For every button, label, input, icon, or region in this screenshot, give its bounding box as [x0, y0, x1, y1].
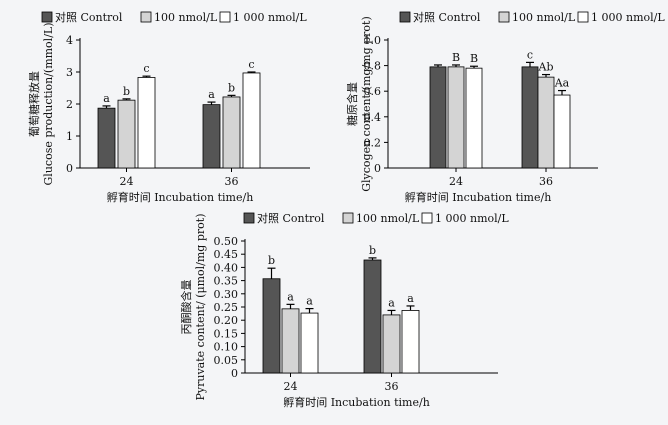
significance-label: b: [228, 81, 235, 94]
significance-label: a: [306, 295, 313, 308]
bar: [137, 77, 156, 169]
legend-label-2: 100 nmol/L: [512, 11, 576, 24]
significance-label: a: [407, 292, 414, 305]
bar: [401, 310, 420, 374]
legend-swatch-2: [342, 212, 354, 224]
bar: [521, 66, 539, 169]
significance-label: a: [208, 88, 215, 101]
significance-label: Aa: [554, 77, 570, 90]
y-tick-label: 0: [374, 162, 381, 175]
bar: [447, 66, 465, 169]
x-tick-label: 24: [449, 175, 463, 188]
y-axis-label-en: Pyruvate content/ (μmol/mg prot): [194, 214, 207, 401]
y-tick-label: 0.40: [214, 261, 239, 274]
bar: [553, 94, 571, 169]
y-axis-label-en: Glycogen content/(mg/mg prot): [360, 16, 373, 192]
y-tick-label: 4: [66, 34, 73, 47]
legend-label-2: 100 nmol/L: [154, 11, 218, 24]
x-tick-label: 36: [539, 175, 553, 188]
chart-panel-3: 对照 Control 100 nmol/L 1 000 nmol/L00.050.1…: [179, 211, 509, 409]
legend-swatch-1: [243, 212, 255, 224]
y-tick-label: 2: [66, 98, 73, 111]
bar: [202, 104, 221, 169]
x-axis-label: 孵育时间 Incubation time/h: [405, 190, 552, 204]
y-tick-label: 0.4: [364, 111, 382, 124]
bar: [537, 76, 555, 169]
legend-swatch-3: [421, 212, 433, 224]
significance-label: c: [527, 48, 533, 61]
y-tick-label: 0.10: [214, 341, 239, 354]
y-tick-label: 0.25: [214, 301, 239, 314]
legend-label-3: 1 000 nmol/L: [435, 212, 509, 225]
legend-swatch-2: [140, 11, 152, 23]
legend-label-3: 1 000 nmol/L: [591, 11, 665, 24]
y-axis-label-en: Glucose production/(mmol/L): [42, 23, 55, 186]
legend-swatch-1: [399, 11, 411, 23]
y-tick-label: 0.45: [214, 248, 239, 261]
bar: [242, 72, 261, 169]
bar: [429, 66, 447, 169]
y-axis-label-cn: 糖原含量: [345, 82, 359, 126]
x-tick-label: 24: [120, 175, 134, 188]
bar: [222, 96, 241, 169]
y-tick-label: 0: [231, 367, 238, 380]
y-tick-label: 0.35: [214, 275, 239, 288]
x-axis-label: 孵育时间 Incubation time/h: [107, 190, 254, 204]
legend-swatch-1: [41, 11, 53, 23]
y-tick-label: 3: [66, 66, 73, 79]
y-tick-label: 0.15: [214, 327, 239, 340]
y-tick-label: 0.30: [214, 288, 239, 301]
legend-swatch-3: [577, 11, 589, 23]
bar: [382, 314, 401, 374]
legend-swatch-2: [498, 11, 510, 23]
significance-label: c: [248, 58, 254, 71]
legend-label-1: 对照 Control: [413, 10, 481, 24]
legend-label-1: 对照 Control: [55, 10, 123, 24]
legend-swatch-3: [219, 11, 231, 23]
significance-label: b: [123, 85, 130, 98]
bar: [262, 278, 281, 374]
significance-label: a: [287, 290, 294, 303]
y-axis-label-cn: 丙酮酸含量: [179, 280, 193, 335]
y-tick-label: 1: [66, 130, 73, 143]
legend-label-1: 对照 Control: [257, 211, 325, 225]
y-tick-label: 0.6: [364, 85, 382, 98]
bar: [363, 259, 382, 374]
significance-label: b: [369, 244, 376, 257]
significance-label: B: [470, 52, 478, 65]
y-tick-label: 0.05: [214, 354, 239, 367]
y-tick-label: 0.8: [364, 60, 382, 73]
x-tick-label: 36: [385, 380, 399, 393]
y-tick-label: 0: [66, 162, 73, 175]
significance-label: c: [143, 62, 149, 75]
significance-label: a: [103, 92, 110, 105]
bar: [300, 312, 319, 374]
x-tick-label: 24: [284, 380, 298, 393]
bar: [117, 99, 136, 169]
x-tick-label: 36: [225, 175, 239, 188]
legend-label-2: 100 nmol/L: [356, 212, 420, 225]
significance-label: a: [388, 296, 395, 309]
y-tick-label: 1.0: [364, 34, 382, 47]
bar: [97, 107, 116, 169]
y-axis-label-cn: 葡萄糖释放量: [27, 71, 41, 137]
significance-label: b: [268, 254, 275, 267]
bar: [465, 67, 483, 169]
chart-panel-2: 对照 Control 100 nmol/L 1 000 nmol/L 0 0.2 0.4 0…: [345, 10, 665, 204]
bar: [281, 308, 300, 374]
legend-label-3: 1 000 nmol/L: [233, 11, 307, 24]
significance-label: Ab: [538, 61, 554, 74]
significance-label: B: [452, 51, 460, 64]
chart-panel-1: 对照 Control 100 nmol/L 1 000 nmol/L 0 1 2 3 4 葡萄糖…: [27, 10, 310, 204]
y-tick-label: 0.2: [364, 136, 382, 149]
x-axis-label: 孵育时间 Incubation time/h: [283, 395, 430, 409]
y-tick-label: 0.20: [214, 314, 239, 327]
y-tick-label: 0.50: [214, 235, 239, 248]
